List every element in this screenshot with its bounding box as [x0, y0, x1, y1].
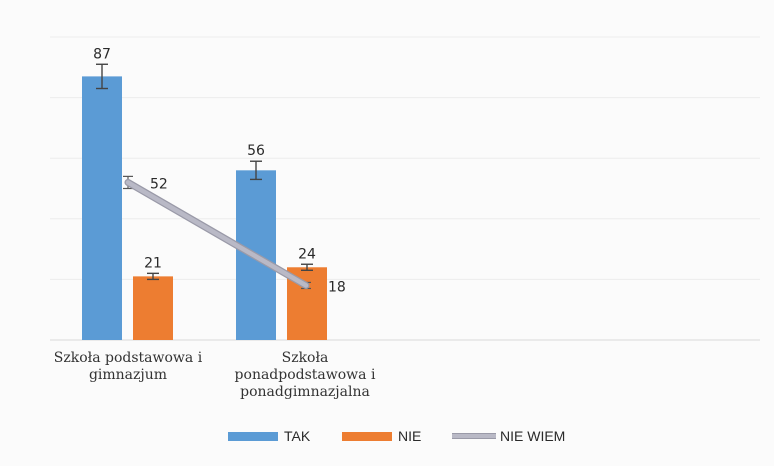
error-bar	[96, 63, 108, 90]
bars	[82, 76, 327, 340]
category-label-line: Szkoła	[282, 350, 329, 366]
legend-label: NIE WIEM	[500, 428, 565, 444]
legend-item: NIE WIEM	[452, 428, 565, 444]
category-label-line: Szkoła podstawowa i	[54, 350, 203, 366]
category-label-line: ponadpodstawowa i	[235, 367, 376, 383]
legend-item: NIE	[342, 428, 421, 444]
error-bar	[301, 263, 313, 272]
data-label: 56	[247, 143, 265, 159]
legend: TAK NIE NIE WIEM	[228, 428, 565, 444]
category-label-line: ponadgimnazjalna	[240, 384, 370, 400]
data-label: 24	[298, 246, 316, 262]
data-labels: 87 56 21 24 52 18	[93, 46, 346, 295]
category-label: Szkoła ponadpodstawowa i ponadgimnazjalna	[235, 350, 376, 400]
legend-item: TAK	[228, 428, 311, 444]
data-label: 52	[150, 176, 168, 192]
category-label-line: gimnazjum	[89, 367, 167, 383]
legend-swatch	[342, 432, 392, 441]
error-bar	[147, 272, 159, 281]
category-label: Szkoła podstawowa i gimnazjum	[54, 350, 203, 383]
bar-nie	[133, 276, 173, 340]
data-label: 18	[328, 279, 346, 295]
category-labels: Szkoła podstawowa i gimnazjum Szkoła ponadp…	[54, 350, 376, 400]
error-bar	[250, 160, 262, 181]
series-lines	[124, 178, 310, 289]
series-line-nie-wiem	[125, 180, 309, 288]
legend-label: NIE	[398, 428, 421, 444]
bar-tak	[82, 76, 122, 340]
legend-label: TAK	[284, 428, 311, 444]
data-label: 21	[144, 255, 162, 271]
data-label: 87	[93, 46, 111, 62]
legend-swatch	[228, 432, 278, 441]
